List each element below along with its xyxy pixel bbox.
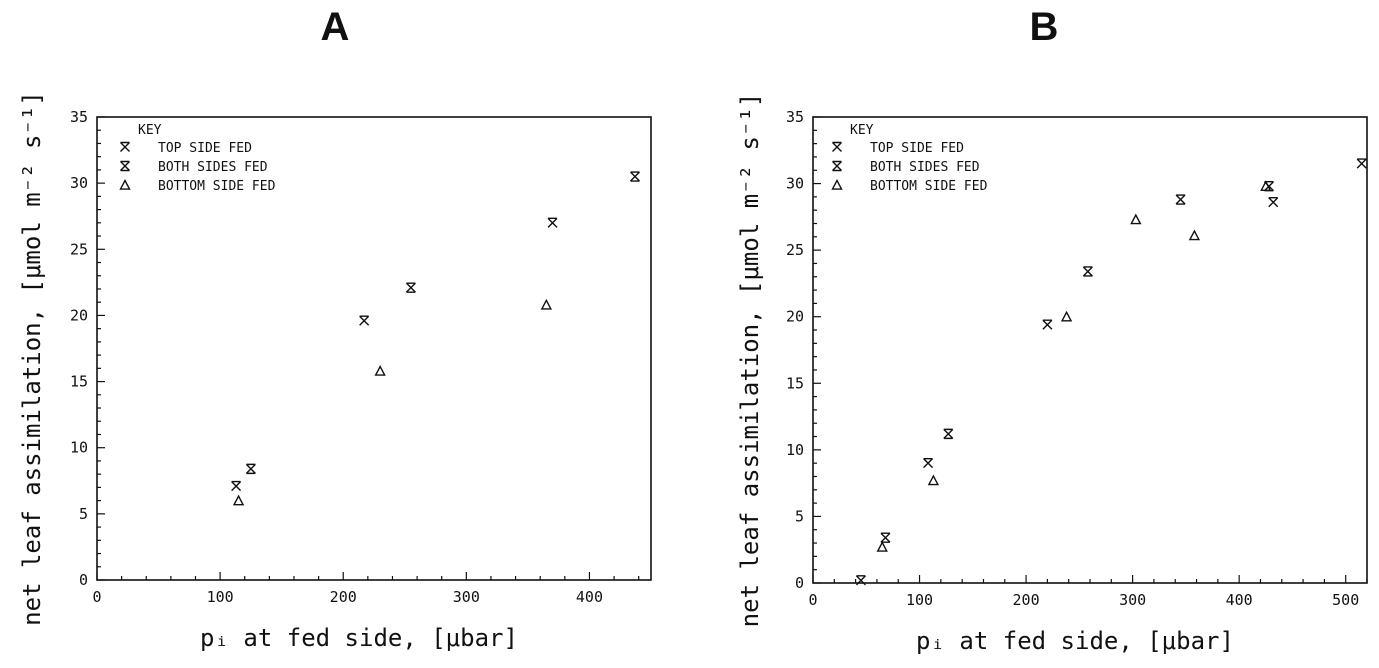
chart-panel-b: B 0 5 10 15 20 25 30 35 0 100 200 300 400 500 pᵢ at fed… xyxy=(736,5,1368,655)
legend-label: BOTTOM SIDE FED xyxy=(870,179,988,194)
y-tick-label: 35 xyxy=(786,108,804,126)
data-point xyxy=(1082,266,1093,277)
data-point xyxy=(405,282,416,293)
x-tick-label: 200 xyxy=(330,588,357,606)
legend-marker xyxy=(120,160,130,172)
data-point xyxy=(943,428,954,440)
legend-marker xyxy=(832,160,842,172)
legend-title: KEY xyxy=(850,123,874,138)
legend-title: KEY xyxy=(138,123,162,138)
legend-marker xyxy=(120,141,130,152)
data-point xyxy=(1260,180,1272,191)
x-tick-label: 500 xyxy=(1332,591,1359,609)
data-point xyxy=(927,474,940,486)
data-point xyxy=(880,532,891,543)
data-point xyxy=(1268,197,1279,208)
legend-label: TOP SIDE FED xyxy=(158,141,252,156)
y-tick-label: 20 xyxy=(786,308,804,326)
data-point xyxy=(1042,319,1053,330)
y-tick-label: 15 xyxy=(70,373,88,391)
data-point xyxy=(1175,194,1186,205)
x-tick-label: 0 xyxy=(808,591,817,609)
data-point xyxy=(374,364,386,376)
legend-label: BOTH SIDES FED xyxy=(158,160,268,175)
data-point xyxy=(359,315,370,326)
y-tick-label: 15 xyxy=(786,374,804,392)
y-axis-label: net leaf assimilation, [μmol m⁻² s⁻¹] xyxy=(18,91,46,626)
x-axis-label: pᵢ at fed side, [μbar] xyxy=(200,624,518,652)
data-point xyxy=(876,541,888,552)
data-point xyxy=(540,298,553,310)
y-tick-label: 5 xyxy=(79,505,88,523)
y-tick-label: 25 xyxy=(70,240,88,258)
y-axis-label: net leaf assimilation, [μmol m⁻² s⁻¹] xyxy=(736,93,764,628)
y-tick-label: 10 xyxy=(70,439,88,457)
chart-panel-a: A 0 5 10 15 20 25 30 35 0 100 200 300 400 pᵢ at fed si… xyxy=(18,5,652,652)
x-tick-label: 300 xyxy=(453,588,480,606)
x-tick-label: 200 xyxy=(1013,591,1040,609)
x-tick-label: 0 xyxy=(92,588,101,606)
data-point xyxy=(1060,310,1073,322)
y-tick-label: 30 xyxy=(70,174,88,192)
x-tick-label: 100 xyxy=(906,591,933,609)
x-tick-label: 100 xyxy=(207,588,234,606)
y-tick-label: 20 xyxy=(70,306,88,324)
legend-label: TOP SIDE FED xyxy=(870,141,964,156)
legend-label: BOTH SIDES FED xyxy=(870,160,980,175)
data-point xyxy=(1356,158,1367,169)
data-point xyxy=(231,480,242,492)
data-point xyxy=(1130,213,1142,225)
y-tick-label: 0 xyxy=(795,574,804,592)
data-point xyxy=(547,217,558,228)
x-axis-label: pᵢ at fed side, [μbar] xyxy=(916,627,1234,655)
y-tick-label: 30 xyxy=(786,175,804,193)
panel-title: A xyxy=(321,5,350,49)
x-tick-label: 400 xyxy=(1226,591,1253,609)
x-tick-label: 300 xyxy=(1119,591,1146,609)
data-point xyxy=(923,457,934,469)
panel-title: B xyxy=(1030,5,1059,49)
legend: KEY TOP SIDE FED BOTH SIDES FED BOTTOM SIDE… xyxy=(119,123,276,194)
data-point xyxy=(855,575,866,586)
y-tick-label: 25 xyxy=(786,241,804,259)
legend-marker xyxy=(119,178,131,190)
data-point xyxy=(630,171,640,182)
x-tick-label: 400 xyxy=(576,588,603,606)
legend: KEY TOP SIDE FED BOTH SIDES FED BOTTOM SIDE… xyxy=(831,123,988,194)
legend-marker xyxy=(831,178,843,190)
y-tick-label: 10 xyxy=(786,441,804,459)
y-tick-label: 5 xyxy=(795,507,804,525)
y-tick-label: 35 xyxy=(70,108,88,126)
legend-marker xyxy=(832,141,842,152)
data-point xyxy=(245,463,256,475)
y-tick-label: 0 xyxy=(79,571,88,589)
legend-label: BOTTOM SIDE FED xyxy=(158,179,276,194)
data-point xyxy=(232,494,245,506)
data-point xyxy=(1188,229,1201,241)
plot-frame xyxy=(96,116,652,581)
